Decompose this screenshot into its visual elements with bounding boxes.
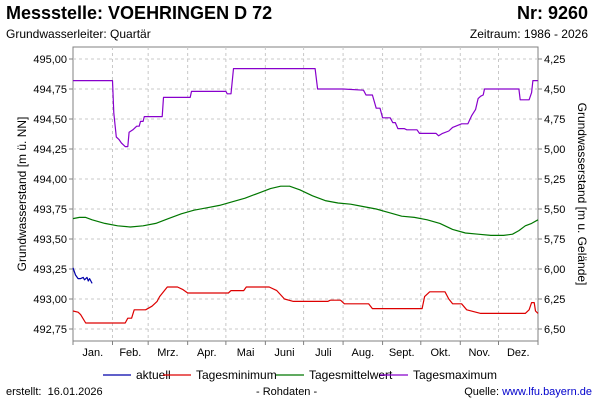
y-tick-label-left: 492,75 (33, 324, 67, 336)
period-label: Zeitraum: 1986 - 2026 (469, 27, 588, 41)
created-label: erstellt: (6, 386, 42, 398)
legend-label-aktuell: aktuell (136, 368, 171, 382)
y-tick-label-right: 5,25 (544, 174, 565, 186)
y-axis-left-label: Grundwasserstand [m ü. NN] (15, 117, 29, 272)
created-value: 16.01.2026 (47, 386, 103, 398)
x-tick-label: Sept. (389, 347, 415, 359)
series-lines (72, 68, 539, 324)
y-tick-label-right: 4,50 (544, 84, 565, 96)
x-tick-label: Mai (237, 347, 255, 359)
x-tick-label: Apr. (197, 347, 217, 359)
x-tick-label: Jan. (82, 347, 103, 359)
legend-label-mean: Tagesmittelwert (309, 368, 393, 382)
y-tick-label-left: 493,50 (33, 234, 67, 246)
y-axis-right-label: Grundwasserstand [m u. Gelände] (575, 103, 589, 286)
y-tick-label-left: 494,00 (33, 174, 67, 186)
y-tick-label-right: 5,00 (544, 144, 565, 156)
source: Quelle: www.lfu.bayern.de (464, 386, 592, 398)
y-tick-label-right: 6,25 (544, 294, 565, 306)
station-title: Messstelle: VOEHRINGEN D 72 (6, 3, 273, 23)
y-tick-label-left: 494,75 (33, 84, 67, 96)
raw-data-note: - Rohdaten - (256, 386, 318, 398)
source-link[interactable]: www.lfu.bayern.de (502, 386, 592, 398)
station-number: Nr: 9260 (516, 3, 588, 23)
x-tick-label: Okt. (430, 347, 450, 359)
series-line-mean (72, 185, 539, 236)
y-tick-label-left: 494,25 (33, 144, 67, 156)
y-tick-label-right: 4,25 (544, 54, 565, 66)
y-tick-label-left: 493,25 (33, 264, 67, 276)
x-tick-label: Aug. (352, 347, 375, 359)
x-tick-label: Dez. (507, 347, 530, 359)
legend: aktuell Tagesminimum Tagesmittelwert Tag… (103, 368, 497, 382)
x-tick-label: Nov. (468, 347, 490, 359)
y-tick-label-left: 493,75 (33, 204, 67, 216)
series-line-aktuell (72, 267, 93, 284)
source-label: Quelle: (464, 386, 500, 398)
x-tick-label: Juni (274, 347, 294, 359)
legend-label-maximum: Tagesmaximum (413, 368, 497, 382)
y-axis-left: 495,00 494,75 494,50 494,25 494,00 493,75 493,… (33, 54, 73, 336)
plot-area (72, 46, 539, 342)
y-tick-label-right: 5,50 (544, 204, 565, 216)
x-tick-label: Mrz. (157, 347, 178, 359)
y-tick-label-left: 495,00 (33, 54, 67, 66)
y-tick-label-right: 4,75 (544, 114, 565, 126)
y-tick-label-right: 6,50 (544, 324, 565, 336)
aquifer-label: Grundwasserleiter: Quartär (6, 27, 151, 41)
x-tick-label: Feb. (119, 347, 141, 359)
series-line-maximum (73, 68, 538, 148)
x-tick-label: Juli (315, 347, 332, 359)
series-line-minimum (72, 286, 539, 324)
legend-label-minimum: Tagesminimum (196, 368, 277, 382)
y-tick-label-left: 493,00 (33, 294, 67, 306)
y-axis-right: 4,25 4,50 4,75 5,00 5,25 5,50 5,75 6,00 6,25 6,50 (538, 54, 565, 336)
grid-lines (73, 47, 538, 341)
y-tick-label-left: 494,50 (33, 114, 67, 126)
created-date: erstellt: 16.01.2026 (6, 386, 103, 398)
y-tick-label-right: 6,00 (544, 264, 565, 276)
y-tick-label-right: 5,75 (544, 234, 565, 246)
x-axis: Jan. Feb. Mrz. Apr. Mai Juni Juli Aug. Sept. Okt.… (72, 341, 539, 359)
